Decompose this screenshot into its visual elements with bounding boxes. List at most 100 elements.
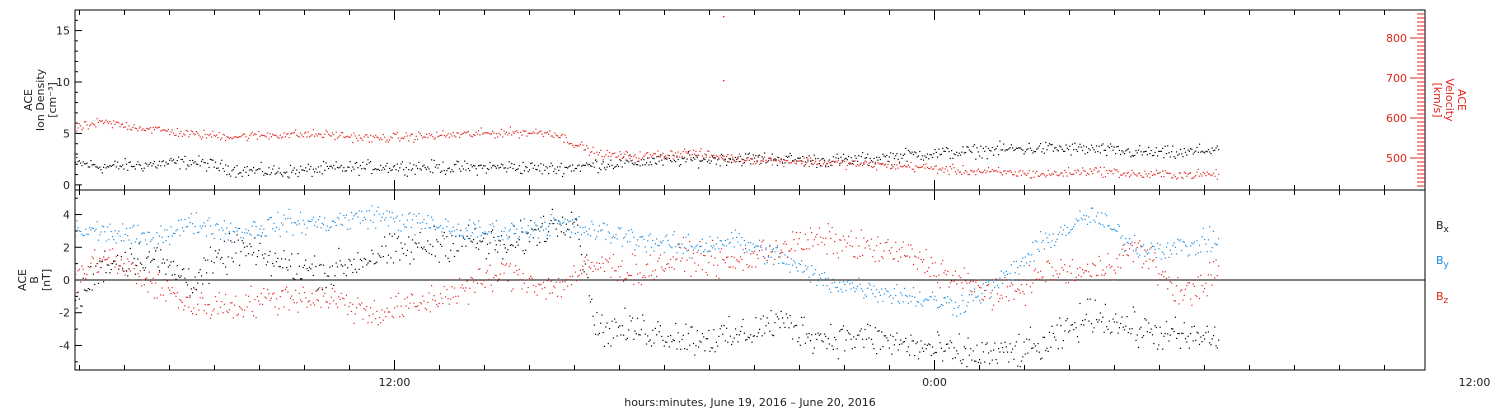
data-point-Bx <box>712 347 714 349</box>
data-point-Bx <box>525 249 527 251</box>
data-point-black <box>113 164 115 166</box>
data-point-Bz <box>387 311 389 313</box>
data-point-Bx <box>508 236 510 238</box>
data-point-Bx <box>1207 331 1209 333</box>
data-point-By <box>689 257 691 259</box>
data-point-By <box>97 239 100 241</box>
data-point-black <box>873 157 875 159</box>
data-point-red <box>804 164 806 166</box>
data-point-Bx <box>709 350 711 352</box>
data-point-Bz <box>399 316 401 318</box>
data-point-Bz <box>1015 290 1017 292</box>
data-point-Bz <box>724 262 726 264</box>
data-point-Bx <box>240 251 242 253</box>
data-point-Bz <box>1061 267 1063 269</box>
data-point-Bx <box>867 323 869 325</box>
data-point-red <box>701 155 703 157</box>
data-point-By <box>1010 264 1012 266</box>
data-point-Bx <box>470 240 472 242</box>
data-point-By <box>826 285 828 287</box>
data-point-black <box>976 147 978 149</box>
data-point-Bx <box>645 343 648 345</box>
data-point-red <box>502 136 504 138</box>
data-point-Bz <box>1038 278 1040 280</box>
data-point-black <box>923 159 925 161</box>
data-point-By <box>85 228 87 230</box>
data-point-red <box>1032 170 1034 172</box>
data-point-Bx <box>793 326 795 328</box>
data-point-By <box>1065 234 1067 237</box>
data-point-black <box>166 163 168 165</box>
data-point-red <box>1137 173 1140 175</box>
data-point-By <box>640 236 642 238</box>
data-point-Bz <box>391 315 393 317</box>
data-point-black <box>678 165 681 167</box>
data-point-By <box>567 219 569 221</box>
data-point-black <box>1087 151 1089 154</box>
data-point-red <box>86 124 88 126</box>
data-point-black <box>338 167 340 169</box>
data-point-red <box>801 163 803 165</box>
data-point-By <box>156 232 158 234</box>
data-point-By <box>273 222 275 224</box>
data-point-red <box>425 133 428 135</box>
data-point-By <box>125 227 128 230</box>
data-point-black <box>761 156 763 158</box>
data-point-red <box>842 159 845 162</box>
data-point-Bz <box>1183 294 1185 297</box>
data-point-red <box>605 154 607 156</box>
data-point-By <box>236 230 238 232</box>
data-point-By <box>514 232 517 235</box>
data-point-red <box>592 146 594 148</box>
data-point-Bx <box>340 264 342 266</box>
data-point-Bz <box>704 255 706 257</box>
data-point-By <box>727 238 729 240</box>
data-point-By <box>209 225 211 227</box>
data-point-red <box>157 126 159 128</box>
data-point-Bz <box>1174 300 1176 302</box>
data-point-Bz <box>706 274 709 276</box>
data-point-black <box>495 167 497 169</box>
data-point-By <box>1182 241 1184 243</box>
data-point-By <box>565 230 567 232</box>
data-point-Bz <box>682 236 684 239</box>
data-point-Bz <box>222 312 224 314</box>
data-point-Bz <box>657 260 659 262</box>
data-point-black <box>803 165 805 167</box>
data-point-black <box>788 155 790 157</box>
data-point-black <box>765 162 767 164</box>
data-point-Bz <box>423 300 425 302</box>
data-point-By <box>811 265 813 267</box>
data-point-By <box>328 229 330 231</box>
data-point-Bx <box>1085 313 1087 316</box>
data-point-Bz <box>563 289 565 291</box>
data-point-black <box>987 147 990 150</box>
data-point-Bz <box>652 270 654 272</box>
data-point-By <box>497 236 499 238</box>
data-point-Bx <box>471 241 473 243</box>
data-point-Bz <box>1073 279 1075 281</box>
data-point-black <box>818 163 820 165</box>
data-point-Bx <box>771 334 773 336</box>
data-point-Bx <box>926 344 928 346</box>
data-point-Bz <box>939 287 941 289</box>
data-point-black <box>194 161 196 163</box>
data-point-By <box>1125 237 1127 240</box>
data-point-Bx <box>625 339 627 341</box>
data-point-red <box>527 132 529 134</box>
data-point-black <box>891 164 893 166</box>
legend-bx: Bx <box>1436 219 1450 235</box>
data-point-red <box>371 141 373 143</box>
data-point-Bz <box>1143 263 1145 265</box>
data-point-black <box>767 160 770 162</box>
data-point-Bz <box>1191 304 1193 306</box>
data-point-black <box>712 156 714 158</box>
data-point-red <box>696 154 698 156</box>
data-point-By <box>377 206 379 208</box>
data-point-red <box>138 127 140 129</box>
data-point-Bx <box>807 336 809 338</box>
data-point-red <box>863 162 865 164</box>
data-point-By <box>418 213 420 215</box>
data-point-red <box>125 122 128 124</box>
data-point-black <box>635 164 637 166</box>
